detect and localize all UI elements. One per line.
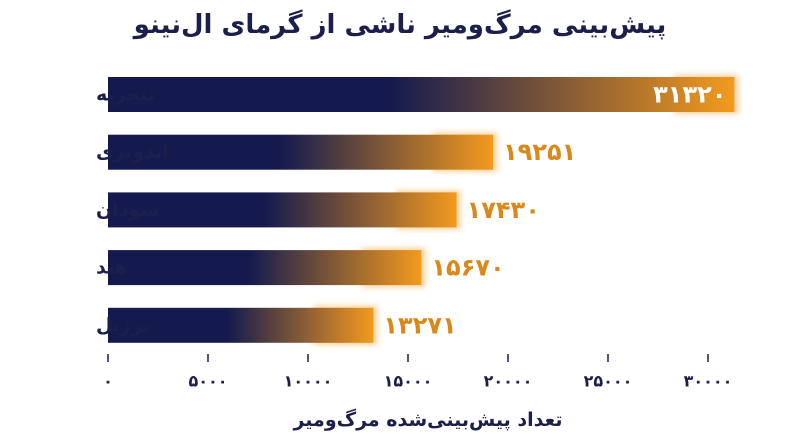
x-tick-label: ۱۰۰۰۰ <box>284 372 333 391</box>
category-label: اندونزی <box>96 141 169 163</box>
x-tick-label: ۲۵۰۰۰ <box>584 372 633 391</box>
category-label: نیجریه <box>96 84 155 106</box>
value-label: ۱۳۲۷۱ <box>383 311 456 339</box>
bar-4 <box>108 307 374 343</box>
value-label: ۱۹۲۵۱ <box>503 138 576 166</box>
x-tick-label: ۰ <box>103 372 113 391</box>
value-label: ۱۷۴۳۰ <box>467 196 540 224</box>
bar-3 <box>108 250 422 286</box>
value-label: ۳۱۳۲۰ <box>653 81 726 109</box>
x-tick-label: ۵۰۰۰ <box>188 372 227 391</box>
bar-2 <box>108 192 457 228</box>
category-label: سودان <box>96 199 159 221</box>
category-label: هند <box>96 257 128 279</box>
value-label: ۱۵۶۷۰ <box>431 254 504 282</box>
x-tick-label: ۳۰۰۰۰ <box>684 372 733 391</box>
category-label: برزیل <box>96 314 150 336</box>
x-tick-label: ۱۵۰۰۰ <box>384 372 433 391</box>
x-tick-label: ۲۰۰۰۰ <box>484 372 533 391</box>
chart-title: پیش‌بینی مرگ‌ومیر ناشی از گرمای ال‌نینو <box>133 10 667 40</box>
bar-1 <box>108 134 494 170</box>
x-axis-label: تعداد پیش‌بینی‌شده مرگ‌ومیر <box>292 408 562 431</box>
bar-0 <box>108 77 735 112</box>
